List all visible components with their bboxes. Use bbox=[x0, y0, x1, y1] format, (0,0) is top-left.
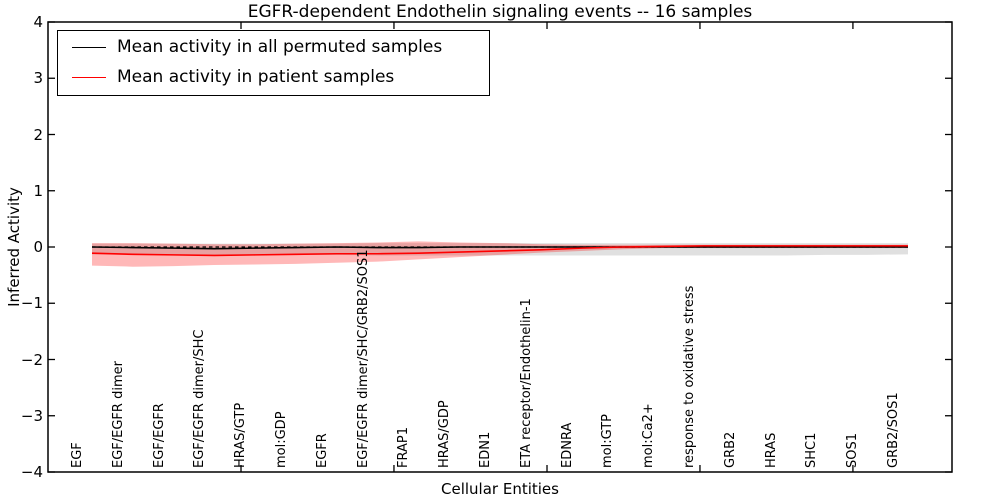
chart-title: EGFR-dependent Endothelin signaling even… bbox=[247, 2, 753, 22]
x-tick-label: EGF/EGFR dimer bbox=[110, 361, 126, 468]
legend-label-permuted: Mean activity in all permuted samples bbox=[117, 37, 443, 57]
x-tick-label: response to oxidative stress bbox=[682, 285, 697, 468]
y-tick-label: 4 bbox=[33, 13, 43, 31]
y-tick-label: 0 bbox=[33, 238, 43, 256]
y-tick-label: −2 bbox=[20, 350, 43, 369]
legend: Mean activity in all permuted samples Me… bbox=[57, 30, 490, 96]
y-tick-label: −1 bbox=[20, 294, 43, 313]
x-tick-label: ETA receptor/Endothelin-1 bbox=[518, 298, 534, 468]
y-tick-label: 3 bbox=[33, 69, 43, 88]
x-tick-label: EDN1 bbox=[478, 431, 493, 468]
x-tick-label: mol:GDP bbox=[274, 411, 289, 468]
x-tick-label: GRB2/SOS1 bbox=[886, 392, 901, 468]
x-tick-label: EGF/EGFR dimer/SHC bbox=[192, 329, 208, 468]
x-tick-label: HRAS/GTP bbox=[233, 402, 249, 468]
x-tick-label: SHC1 bbox=[804, 432, 820, 468]
y-tick-label: 2 bbox=[33, 125, 43, 144]
legend-label-patient: Mean activity in patient samples bbox=[117, 67, 395, 87]
permuted-mean-line bbox=[91, 246, 908, 250]
y-tick-label: −3 bbox=[20, 406, 43, 425]
legend-row-permuted: Mean activity in all permuted samples bbox=[58, 33, 489, 63]
x-tick-label: GRB2 bbox=[722, 431, 738, 468]
legend-line-sample-red bbox=[72, 77, 106, 78]
y-tick-label: −4 bbox=[20, 463, 43, 481]
x-tick-label: FRAP1 bbox=[396, 427, 412, 468]
x-tick-label: EGF/EGFR bbox=[151, 403, 167, 468]
x-tick-label: mol:Ca2+ bbox=[641, 403, 657, 468]
legend-line-sample-black bbox=[72, 47, 106, 48]
x-tick-label: EGF bbox=[70, 442, 85, 468]
x-tick-label: EGFR bbox=[314, 433, 330, 468]
patient-mean-line bbox=[91, 245, 908, 257]
x-tick-label: HRAS/GDP bbox=[437, 400, 453, 468]
x-tick-label: EDNRA bbox=[559, 422, 575, 468]
y-tick-label: 1 bbox=[33, 181, 43, 200]
x-tick-label: mol:GTP bbox=[600, 414, 616, 468]
x-tick-label: SOS1 bbox=[845, 432, 861, 468]
x-tick-label: EGF/EGFR dimer/SHC/GRB2/SOS1 bbox=[355, 249, 371, 469]
x-tick-label: HRAS bbox=[763, 432, 779, 468]
legend-row-patient: Mean activity in patient samples bbox=[58, 63, 489, 93]
x-axis-label: Cellular Entities bbox=[441, 480, 559, 498]
